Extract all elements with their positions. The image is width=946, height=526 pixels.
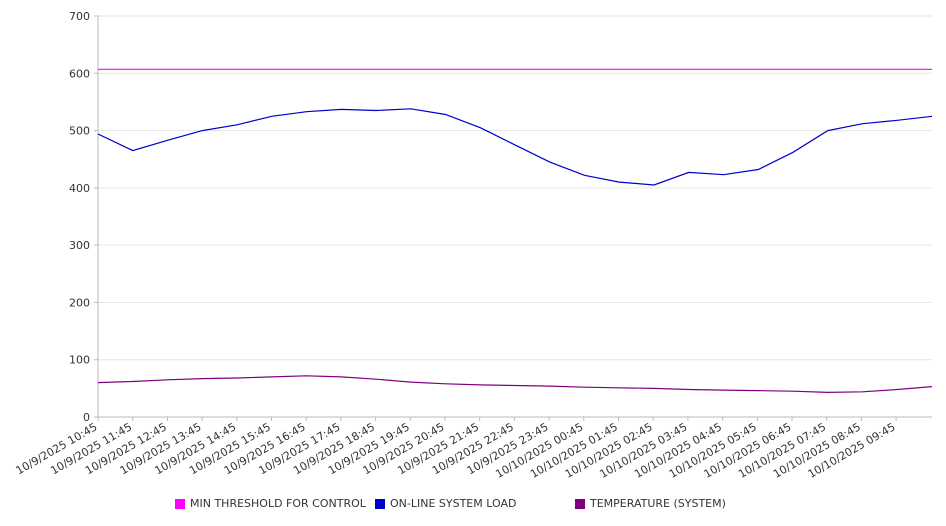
y-tick-label: 100 — [69, 354, 90, 367]
legend-item-temperature: TEMPERATURE (SYSTEM) — [575, 497, 726, 510]
y-tick-label: 700 — [69, 10, 90, 23]
y-tick-label: 0 — [83, 411, 90, 424]
legend-swatch-temperature — [575, 498, 585, 509]
chart-legend: MIN THRESHOLD FOR CONTROL ON-LINE SYSTEM… — [0, 497, 946, 515]
legend-item-system-load: ON-LINE SYSTEM LOAD — [375, 497, 516, 510]
legend-swatch-system-load — [375, 498, 385, 509]
y-tick-label: 300 — [69, 239, 90, 252]
legend-item-threshold: MIN THRESHOLD FOR CONTROL — [175, 497, 366, 510]
y-tick-label: 500 — [69, 125, 90, 138]
y-tick-label: 400 — [69, 182, 90, 195]
y-tick-label: 600 — [69, 67, 90, 80]
y-tick-label: 200 — [69, 296, 90, 309]
legend-swatch-threshold — [175, 498, 185, 509]
series-line-system-load — [97, 108, 933, 186]
legend-label-threshold: MIN THRESHOLD FOR CONTROL — [190, 497, 366, 510]
legend-label-temperature: TEMPERATURE (SYSTEM) — [590, 497, 726, 510]
series-line-temperature — [97, 375, 933, 394]
legend-label-system-load: ON-LINE SYSTEM LOAD — [390, 497, 517, 510]
